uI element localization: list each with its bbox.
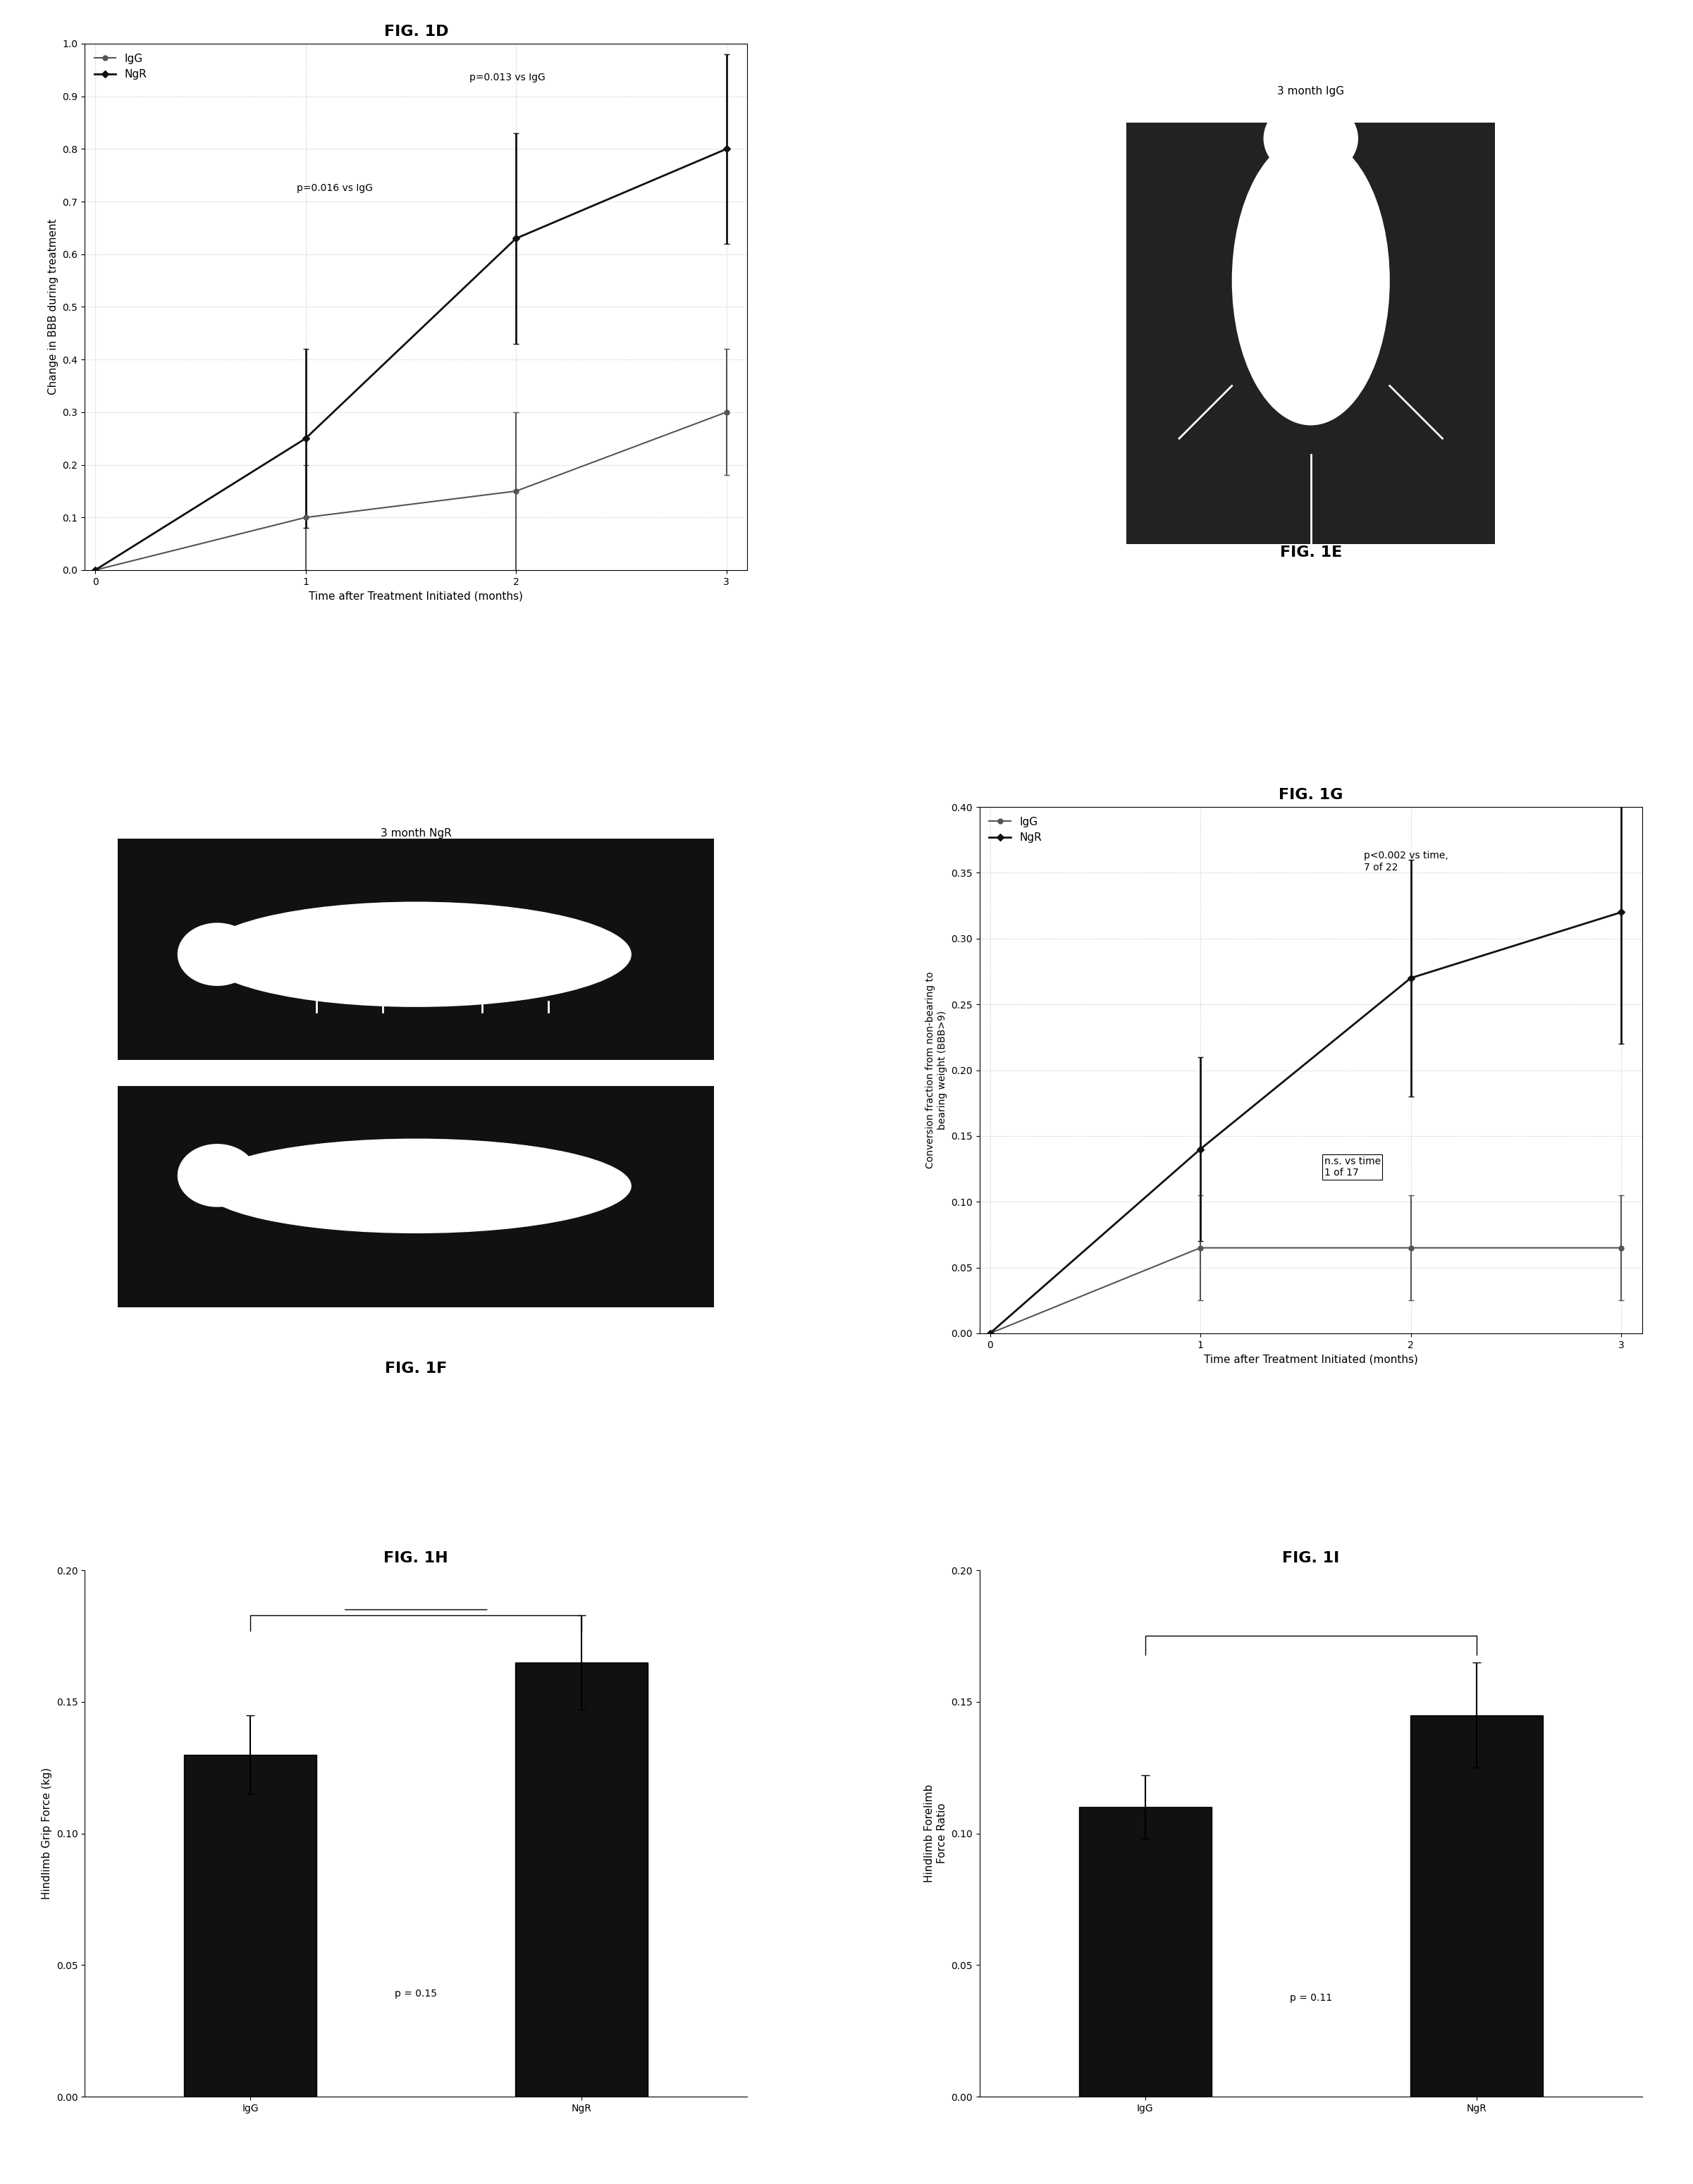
Text: FIG. 1F: FIG. 1F bbox=[384, 1361, 447, 1376]
X-axis label: Time after Treatment Initiated (months): Time after Treatment Initiated (months) bbox=[1204, 1354, 1419, 1365]
Text: FIG. 1E: FIG. 1E bbox=[1280, 546, 1343, 559]
Ellipse shape bbox=[1233, 135, 1390, 426]
Legend: IgG, NgR: IgG, NgR bbox=[90, 48, 151, 85]
Text: n.s. vs time
1 of 17: n.s. vs time 1 of 17 bbox=[1324, 1155, 1380, 1177]
Y-axis label: Hindlimb Grip Force (kg): Hindlimb Grip Force (kg) bbox=[42, 1767, 52, 1900]
Text: p<0.002 vs time,
7 of 22: p<0.002 vs time, 7 of 22 bbox=[1365, 852, 1448, 871]
Y-axis label: Conversion fraction from non-bearing to
bearing weight (BBB>9): Conversion fraction from non-bearing to … bbox=[926, 972, 946, 1168]
Ellipse shape bbox=[201, 902, 631, 1007]
Text: 3 month NgR: 3 month NgR bbox=[381, 828, 452, 839]
FancyBboxPatch shape bbox=[1126, 122, 1495, 544]
Ellipse shape bbox=[178, 924, 257, 985]
Text: p = 0.15: p = 0.15 bbox=[394, 1990, 437, 1998]
Bar bbox=[1410, 1714, 1542, 2097]
Y-axis label: Hindlimb Forelimb
Force Ratio: Hindlimb Forelimb Force Ratio bbox=[924, 1784, 946, 1883]
Bar bbox=[1078, 1806, 1212, 2097]
Text: p=0.016 vs IgG: p=0.016 vs IgG bbox=[296, 183, 372, 192]
Text: p=0.013 vs IgG: p=0.013 vs IgG bbox=[469, 72, 545, 83]
Bar bbox=[515, 1662, 648, 2097]
Title: FIG. 1H: FIG. 1H bbox=[384, 1551, 449, 1566]
X-axis label: Time after Treatment Initiated (months): Time after Treatment Initiated (months) bbox=[308, 590, 523, 601]
Ellipse shape bbox=[1263, 98, 1358, 177]
Text: p = 0.11: p = 0.11 bbox=[1290, 1994, 1332, 2003]
Ellipse shape bbox=[178, 1144, 257, 1208]
Y-axis label: Change in BBB during treatment: Change in BBB during treatment bbox=[47, 218, 58, 395]
Title: FIG. 1D: FIG. 1D bbox=[384, 24, 449, 39]
Text: 3 month IgG: 3 month IgG bbox=[1277, 85, 1344, 96]
FancyBboxPatch shape bbox=[119, 1085, 714, 1306]
Ellipse shape bbox=[201, 1138, 631, 1234]
Title: FIG. 1G: FIG. 1G bbox=[1278, 788, 1343, 802]
Legend: IgG, NgR: IgG, NgR bbox=[985, 812, 1046, 847]
Title: FIG. 1I: FIG. 1I bbox=[1282, 1551, 1339, 1566]
Bar bbox=[185, 1754, 317, 2097]
FancyBboxPatch shape bbox=[119, 839, 714, 1059]
